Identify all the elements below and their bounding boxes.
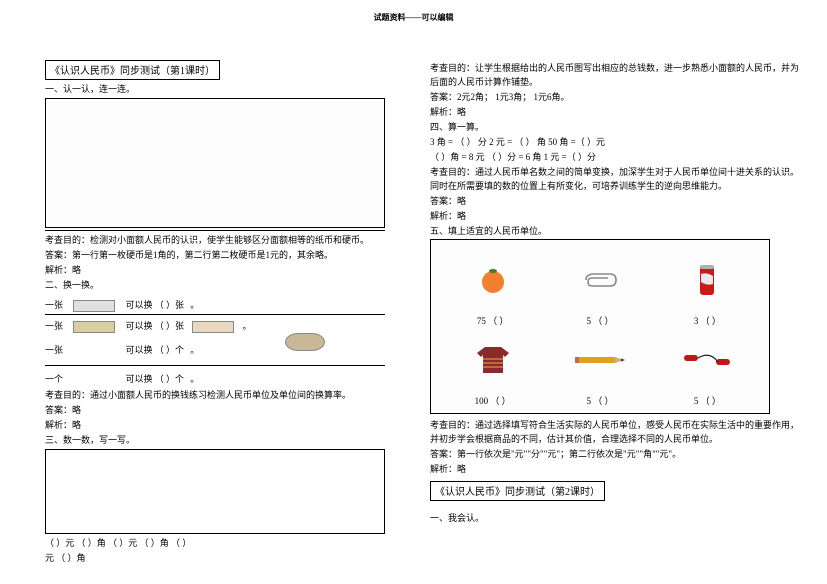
section-6-heading: 一、我会认。: [430, 511, 800, 525]
divider: [45, 365, 385, 366]
price-3: 3 （ ）: [654, 314, 761, 327]
section-4-heading: 四、算一算。: [430, 120, 800, 134]
analysis-5: 解析：略: [430, 462, 800, 476]
section-5-heading: 五、填上适宜的人民币单位。: [430, 224, 800, 238]
row2-a: 一张: [45, 321, 63, 331]
section-3-heading: 三、数一数，写一写。: [45, 433, 405, 447]
lesson2-title: 《认识人民币》同步测试（第2课时）: [430, 481, 605, 501]
row1-a: 一张: [45, 300, 63, 310]
price-2: 5 （ ）: [546, 314, 653, 327]
price-6: 5 （ ）: [654, 394, 761, 407]
analysis-1: 解析：略: [45, 263, 405, 277]
exam-purpose-1: 考查目的：检测对小面额人民币的认识，使学生能够区分面额相等的纸币和硬币。: [45, 233, 405, 247]
page-header: 试题资料——可以编辑: [0, 12, 827, 23]
paperclip-icon: [546, 246, 653, 314]
jumprope-icon: [654, 327, 761, 395]
total-row: （ ）元 （ ）角 （ ）元 （ ）角 （ ）: [45, 536, 405, 550]
section-2-heading: 二、换一换。: [45, 278, 405, 292]
divider: [45, 230, 385, 231]
row4-a: 一个: [45, 374, 63, 384]
analysis-3: 解析：略: [430, 105, 800, 119]
analysis-2: 解析：略: [45, 418, 405, 432]
coin-match-box: [45, 98, 385, 228]
sweater-icon: [439, 327, 546, 395]
exam-purpose-4: 考查目的：通过人民币单名数之间的简单变换，加深学生对于人民币单位间十进关系的认识…: [430, 165, 800, 193]
answer-3: 答案：2元2角； 1元3角； 1元6角。: [430, 90, 800, 104]
row1-b: 可以换 （ ）张: [126, 300, 185, 310]
orange-icon: [439, 246, 546, 314]
calc-line-2: （ ）角 = 8 元 （ ）分 = 6 角 1 元 =（ ）分: [430, 150, 800, 164]
exam-purpose-3: 考查目的：让学生根据给出的人民币图写出相应的总钱数，进一步熟悉小面额的人民币，并…: [430, 61, 800, 89]
section-1-heading: 一、认一认，连一连。: [45, 82, 405, 96]
row4-b: 可以换 （ ）个: [126, 374, 185, 384]
total-row-2: 元 （ ）角: [45, 551, 405, 565]
note-icon: [192, 321, 234, 333]
row3-b: 可以换 （ ）个: [126, 345, 185, 355]
lesson1-title: 《认识人民币》同步测试（第1课时）: [45, 60, 220, 80]
exam-purpose-5: 考查目的：通过选择填写符合生活实际的人民币单位，感受人民币在实际生活中的重要作用…: [430, 418, 800, 446]
note-icon: [73, 300, 115, 312]
count-box: [45, 449, 385, 534]
note-icon: [73, 321, 115, 333]
exchange-row-2: 一张 可以换 （ ）张 。: [45, 319, 405, 333]
price-1: 75 （ ）: [439, 314, 546, 327]
exchange-row-1: 一张 可以换 （ ）张 。: [45, 298, 405, 312]
exchange-row-4: 一个 可以换 （ ）个 。: [45, 372, 405, 386]
analysis-4: 解析：略: [430, 209, 800, 223]
price-5: 5 （ ）: [546, 394, 653, 407]
pencil-icon: [546, 327, 653, 395]
right-column: 考查目的：让学生根据给出的人民币图写出相应的总钱数，进一步熟悉小面额的人民币，并…: [430, 60, 800, 527]
cola-can-icon: [654, 246, 761, 314]
goods-grid-box: 75 （ ） 5 （ ） 3 （ ） 100 （ ） 5 （ ） 5 （ ）: [430, 239, 770, 414]
answer-5: 答案：第一行依次是"元""分""元"；第二行依次是"元""角""元"。: [430, 447, 800, 461]
coin-icon: [285, 333, 325, 351]
exam-purpose-2: 考查目的：通过小面额人民币的换钱练习检测人民币单位及单位间的换算率。: [45, 388, 405, 402]
exchange-row-3: 一张 可以换 （ ）个 。: [45, 343, 405, 357]
answer-4: 答案：略: [430, 194, 800, 208]
left-column: 《认识人民币》同步测试（第1课时） 一、认一认，连一连。 考查目的：检测对小面额…: [45, 60, 405, 566]
divider: [45, 314, 385, 315]
row2-b: 可以换 （ ）张: [126, 321, 185, 331]
row3-a: 一张: [45, 345, 63, 355]
calc-line-1: 3 角 = （ ） 分 2 元 = （ ） 角 50 角 =（ ）元: [430, 135, 800, 149]
answer-1: 答案：第一行第一枚硬币是1角的，第二行第二枚硬币是1元的，其余略。: [45, 248, 405, 262]
answer-2: 答案：略: [45, 403, 405, 417]
price-4: 100 （ ）: [439, 394, 546, 407]
